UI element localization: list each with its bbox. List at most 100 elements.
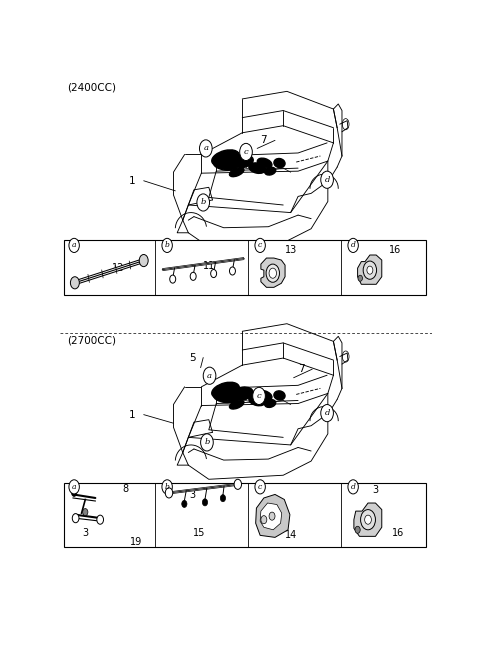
Text: d: d [351, 483, 356, 491]
Circle shape [200, 140, 212, 157]
Text: 7: 7 [261, 135, 267, 146]
Circle shape [201, 434, 213, 451]
Text: (2700CC): (2700CC) [67, 335, 117, 345]
Circle shape [71, 277, 79, 289]
Ellipse shape [214, 391, 238, 403]
Text: 3: 3 [82, 528, 88, 539]
Circle shape [348, 480, 359, 494]
Ellipse shape [342, 351, 349, 362]
Text: b: b [204, 438, 210, 446]
Text: 8: 8 [122, 484, 128, 494]
Ellipse shape [264, 400, 276, 407]
Ellipse shape [264, 167, 276, 175]
Circle shape [363, 261, 377, 279]
Ellipse shape [233, 155, 253, 167]
Circle shape [139, 255, 148, 266]
Text: 11: 11 [203, 260, 215, 271]
Circle shape [261, 516, 267, 523]
Text: c: c [244, 148, 248, 156]
Ellipse shape [212, 150, 240, 166]
Text: 3: 3 [371, 260, 377, 271]
Circle shape [197, 194, 210, 211]
Ellipse shape [249, 395, 265, 405]
FancyBboxPatch shape [64, 483, 426, 548]
Circle shape [69, 480, 79, 494]
Circle shape [321, 171, 334, 188]
Ellipse shape [212, 382, 240, 399]
Circle shape [203, 367, 216, 384]
Circle shape [72, 514, 79, 523]
Circle shape [255, 480, 265, 494]
Circle shape [162, 238, 172, 253]
Circle shape [162, 480, 172, 494]
Ellipse shape [229, 168, 244, 176]
Text: 3: 3 [372, 485, 379, 495]
Text: 1: 1 [129, 176, 136, 186]
Circle shape [229, 267, 235, 275]
Ellipse shape [257, 390, 272, 400]
Circle shape [170, 275, 176, 283]
Circle shape [365, 515, 372, 524]
Circle shape [234, 480, 241, 489]
Circle shape [182, 501, 187, 508]
Circle shape [269, 512, 275, 520]
Ellipse shape [214, 159, 238, 171]
Circle shape [190, 272, 196, 280]
Text: b: b [165, 241, 169, 249]
Text: (2400CC): (2400CC) [67, 83, 117, 92]
Text: a: a [204, 144, 208, 152]
Circle shape [269, 268, 276, 278]
Text: 13: 13 [285, 245, 297, 255]
Circle shape [348, 238, 359, 253]
Circle shape [358, 276, 362, 281]
Polygon shape [358, 255, 382, 284]
Circle shape [252, 387, 265, 405]
Circle shape [72, 489, 77, 497]
Circle shape [203, 499, 207, 506]
Text: 14: 14 [285, 530, 297, 541]
Circle shape [165, 488, 173, 498]
Polygon shape [261, 258, 285, 287]
Polygon shape [260, 503, 282, 530]
Ellipse shape [233, 387, 253, 400]
Circle shape [211, 270, 216, 277]
Text: a: a [72, 483, 76, 491]
Circle shape [321, 405, 334, 422]
Ellipse shape [249, 163, 265, 173]
Polygon shape [354, 503, 382, 537]
Text: 12: 12 [111, 263, 124, 273]
Text: 3: 3 [189, 491, 195, 501]
Text: 5: 5 [189, 352, 195, 363]
Ellipse shape [274, 159, 285, 168]
Text: c: c [257, 392, 262, 400]
Circle shape [69, 238, 79, 253]
Text: 16: 16 [392, 528, 405, 539]
Text: a: a [72, 241, 76, 249]
Ellipse shape [274, 391, 285, 400]
FancyBboxPatch shape [64, 240, 426, 295]
Circle shape [266, 264, 279, 282]
Circle shape [367, 266, 373, 274]
Circle shape [83, 508, 88, 516]
Text: 7: 7 [298, 364, 304, 374]
Text: 1: 1 [129, 409, 136, 420]
Text: d: d [324, 176, 330, 184]
Ellipse shape [229, 400, 244, 409]
Text: d: d [324, 409, 330, 417]
Text: c: c [258, 241, 262, 249]
Polygon shape [256, 495, 290, 537]
Text: 16: 16 [389, 245, 401, 255]
Text: 15: 15 [193, 528, 206, 539]
Text: b: b [165, 483, 169, 491]
Text: a: a [207, 372, 212, 380]
Circle shape [240, 144, 252, 161]
Text: 19: 19 [130, 537, 143, 547]
Circle shape [220, 495, 226, 502]
Circle shape [360, 510, 375, 530]
Text: c: c [258, 483, 262, 491]
Circle shape [355, 526, 360, 533]
Circle shape [255, 238, 265, 253]
Circle shape [97, 515, 104, 524]
Text: d: d [351, 241, 356, 249]
Ellipse shape [342, 119, 349, 130]
